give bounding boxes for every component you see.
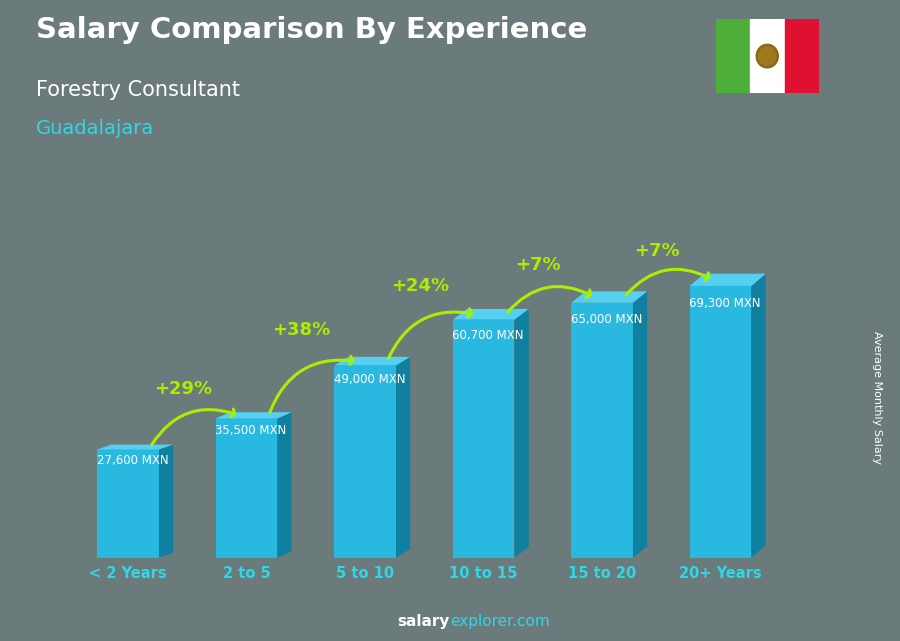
Text: Guadalajara: Guadalajara: [36, 119, 154, 138]
Text: Salary Comparison By Experience: Salary Comparison By Experience: [36, 16, 587, 44]
Polygon shape: [572, 291, 647, 303]
Bar: [453, 320, 515, 558]
Text: +7%: +7%: [516, 256, 561, 274]
Polygon shape: [633, 291, 647, 558]
Text: explorer.com: explorer.com: [450, 615, 550, 629]
Text: Forestry Consultant: Forestry Consultant: [36, 80, 240, 100]
Text: +7%: +7%: [634, 242, 680, 260]
Text: salary: salary: [398, 615, 450, 629]
Polygon shape: [159, 445, 173, 558]
Text: Average Monthly Salary: Average Monthly Salary: [872, 331, 883, 464]
Circle shape: [756, 44, 778, 68]
Bar: [216, 419, 277, 558]
Polygon shape: [689, 274, 766, 286]
Text: 49,000 MXN: 49,000 MXN: [334, 373, 405, 387]
Polygon shape: [396, 357, 410, 558]
Text: +29%: +29%: [154, 381, 211, 399]
Polygon shape: [335, 357, 410, 365]
Bar: [97, 449, 159, 558]
Polygon shape: [752, 274, 766, 558]
Text: 35,500 MXN: 35,500 MXN: [215, 424, 286, 437]
Circle shape: [759, 47, 776, 65]
Bar: [689, 286, 751, 558]
Bar: [572, 303, 633, 558]
Text: 60,700 MXN: 60,700 MXN: [452, 329, 524, 342]
Text: +38%: +38%: [272, 321, 330, 339]
Polygon shape: [97, 445, 173, 449]
Bar: [785, 19, 819, 93]
Bar: [750, 19, 785, 93]
Text: 27,600 MXN: 27,600 MXN: [96, 454, 168, 467]
Bar: [335, 365, 396, 558]
Text: 69,300 MXN: 69,300 MXN: [689, 297, 760, 310]
Polygon shape: [453, 309, 528, 320]
Text: +24%: +24%: [391, 277, 449, 296]
Polygon shape: [515, 309, 528, 558]
Polygon shape: [277, 412, 292, 558]
Text: 65,000 MXN: 65,000 MXN: [571, 313, 642, 326]
Polygon shape: [216, 412, 292, 419]
Bar: [716, 19, 750, 93]
